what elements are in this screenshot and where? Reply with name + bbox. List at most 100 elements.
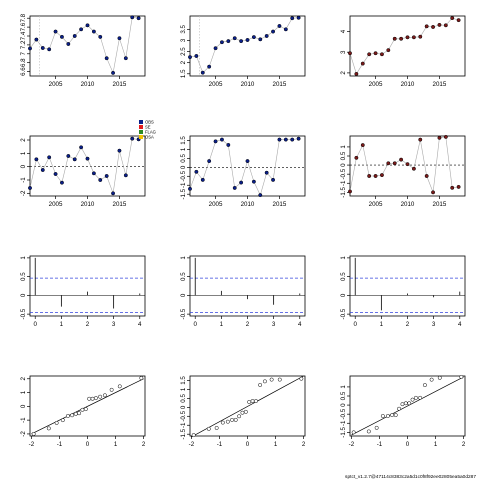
index2-residuals-point bbox=[373, 174, 378, 178]
catch-residuals-point bbox=[104, 174, 109, 178]
index1-qq-ytick-label: 0 bbox=[180, 405, 187, 409]
index2-qq-xtick-label: -2 bbox=[349, 441, 355, 448]
index1-residuals-point bbox=[213, 139, 218, 144]
index2-acf-frame bbox=[349, 255, 466, 317]
index1-data-point bbox=[200, 70, 205, 75]
index1-residuals-point bbox=[277, 137, 282, 142]
index2-acf-ytick-label: 0 bbox=[340, 293, 347, 297]
index1-residuals-point bbox=[245, 159, 250, 164]
index1-residuals-panel: 2005 2010 2015 -1.5-1-0.50 0.5 1 1.5 bbox=[180, 135, 306, 208]
catch-data-point bbox=[72, 34, 77, 38]
index1-acf-panel: 0 1 2 3 4 -0.5 0 0.5 1 bbox=[180, 255, 306, 328]
index2-data-ytick-label: 4 bbox=[340, 29, 347, 33]
catch-data-series-line bbox=[29, 16, 139, 74]
index2-residuals-point bbox=[437, 135, 442, 140]
catch-qq-point bbox=[46, 426, 51, 431]
catch-acf-xtick-label: 1 bbox=[60, 321, 64, 328]
index2-data-point bbox=[373, 51, 378, 56]
index2-data-point bbox=[431, 25, 436, 29]
catch-residuals-ytick-label: -1 bbox=[20, 177, 27, 183]
index2-data-point bbox=[379, 52, 384, 57]
catch-residuals-point bbox=[117, 148, 122, 153]
catch-data-point bbox=[85, 23, 90, 28]
index2-acf-xtick-label: 0 bbox=[354, 321, 358, 328]
index1-data-point bbox=[194, 54, 199, 58]
index2-residuals-panel: 2005 2010 2015 -1.5-1-0.50 0.5 1 bbox=[340, 134, 466, 208]
legend-key bbox=[139, 120, 143, 124]
legend-label: SE bbox=[145, 125, 151, 130]
index2-qq-xtick-label: 1 bbox=[434, 441, 438, 448]
catch-acf-xtick-label: 4 bbox=[138, 321, 142, 328]
index1-residuals-xtick-label: 2015 bbox=[273, 201, 287, 208]
index1-acf-xtick-label: 1 bbox=[220, 321, 224, 328]
index1-data-ytick-label: 1.5 bbox=[180, 69, 187, 78]
index1-data-point bbox=[290, 16, 295, 21]
catch-data-point bbox=[66, 42, 71, 46]
index1-qq-point bbox=[220, 420, 225, 425]
catch-residuals-xtick-label: 2015 bbox=[113, 201, 127, 208]
catch-qq-ytick-label: -2 bbox=[20, 431, 27, 437]
index1-qq-point bbox=[258, 383, 263, 387]
index2-data-point bbox=[399, 36, 404, 41]
index2-qq-point bbox=[403, 401, 408, 406]
index1-residuals-point bbox=[194, 169, 199, 174]
index2-data-point bbox=[443, 23, 448, 28]
catch-data-point bbox=[47, 47, 52, 52]
index1-qq-point bbox=[214, 425, 219, 430]
index1-data-point bbox=[271, 29, 276, 34]
catch-data-xtick-label: 2005 bbox=[49, 81, 63, 88]
catch-residuals-point bbox=[28, 186, 32, 190]
index2-qq-panel: -2 -1 0 1 2-1.5-1-0.500.51 bbox=[340, 374, 466, 448]
index1-qq-point bbox=[299, 376, 304, 381]
index1-data-point bbox=[283, 27, 288, 32]
index2-data-panel: 2005 2010 2015 2 3 4 bbox=[340, 15, 466, 88]
catch-acf-xtick-label: 3 bbox=[112, 321, 116, 328]
catch-data-ytick-label: 7.8 bbox=[20, 13, 27, 22]
index1-residuals-point bbox=[232, 185, 237, 190]
index1-qq-point bbox=[237, 414, 242, 419]
catch-residuals-panel: 2005 2010 2015 -2 -1 0 1 2 bbox=[20, 135, 146, 208]
index2-data-point bbox=[354, 71, 359, 76]
index1-qq-point bbox=[230, 417, 235, 422]
index2-qq-point bbox=[400, 402, 405, 407]
index1-qq-xtick-label: -1 bbox=[217, 441, 223, 448]
catch-qq-xtick-label: 0 bbox=[86, 441, 90, 448]
index1-data-ytick-label: 2 bbox=[180, 60, 187, 64]
index2-qq-xtick-label: 0 bbox=[406, 441, 410, 448]
catch-data-point bbox=[79, 27, 84, 32]
index1-acf-xtick-label: 4 bbox=[298, 321, 302, 328]
catch-qq-xtick-label: 1 bbox=[114, 441, 118, 448]
catch-acf-xtick-label: 2 bbox=[86, 321, 90, 328]
index2-data-point bbox=[456, 18, 461, 23]
catch-qq-xtick-label: 2 bbox=[142, 441, 146, 448]
catch-data-ytick-label: 7.4 bbox=[20, 31, 27, 40]
catch-data-point bbox=[59, 34, 64, 39]
index1-residuals-point bbox=[258, 193, 263, 198]
index2-qq-point bbox=[366, 429, 371, 434]
catch-data-point bbox=[91, 29, 96, 34]
legend-key bbox=[139, 135, 143, 139]
index1-residuals-point bbox=[271, 177, 276, 182]
index1-qq-panel: -2 -1 0 1 2-1.5-1-0.500.511.5 bbox=[180, 375, 306, 448]
index1-data-point bbox=[232, 36, 237, 41]
catch-qq-point bbox=[80, 407, 85, 412]
index1-data-point bbox=[188, 55, 192, 60]
index1-residuals-point bbox=[283, 137, 288, 142]
index2-data-ytick-label: 2 bbox=[340, 71, 347, 75]
index2-qq-point bbox=[393, 413, 398, 418]
index2-residuals-point bbox=[354, 155, 359, 160]
index2-qq-ytick-label: 1 bbox=[340, 385, 347, 389]
catch-data-ytick-label: 6.8 bbox=[20, 58, 27, 67]
catch-data-point bbox=[117, 36, 122, 41]
index1-qq-point bbox=[240, 410, 245, 415]
catch-qq-point bbox=[77, 411, 82, 416]
catch-qq-ytick-label: 0 bbox=[20, 404, 27, 408]
catch-qq-point bbox=[31, 431, 36, 436]
catch-qq-xtick-label: -2 bbox=[29, 441, 35, 448]
index1-residuals-point bbox=[296, 136, 301, 141]
index2-data-series-line bbox=[349, 17, 459, 75]
index1-residuals-ytick-label: -1.5 bbox=[180, 188, 187, 199]
index2-residuals-point bbox=[450, 185, 455, 190]
index2-qq-point bbox=[374, 425, 379, 430]
